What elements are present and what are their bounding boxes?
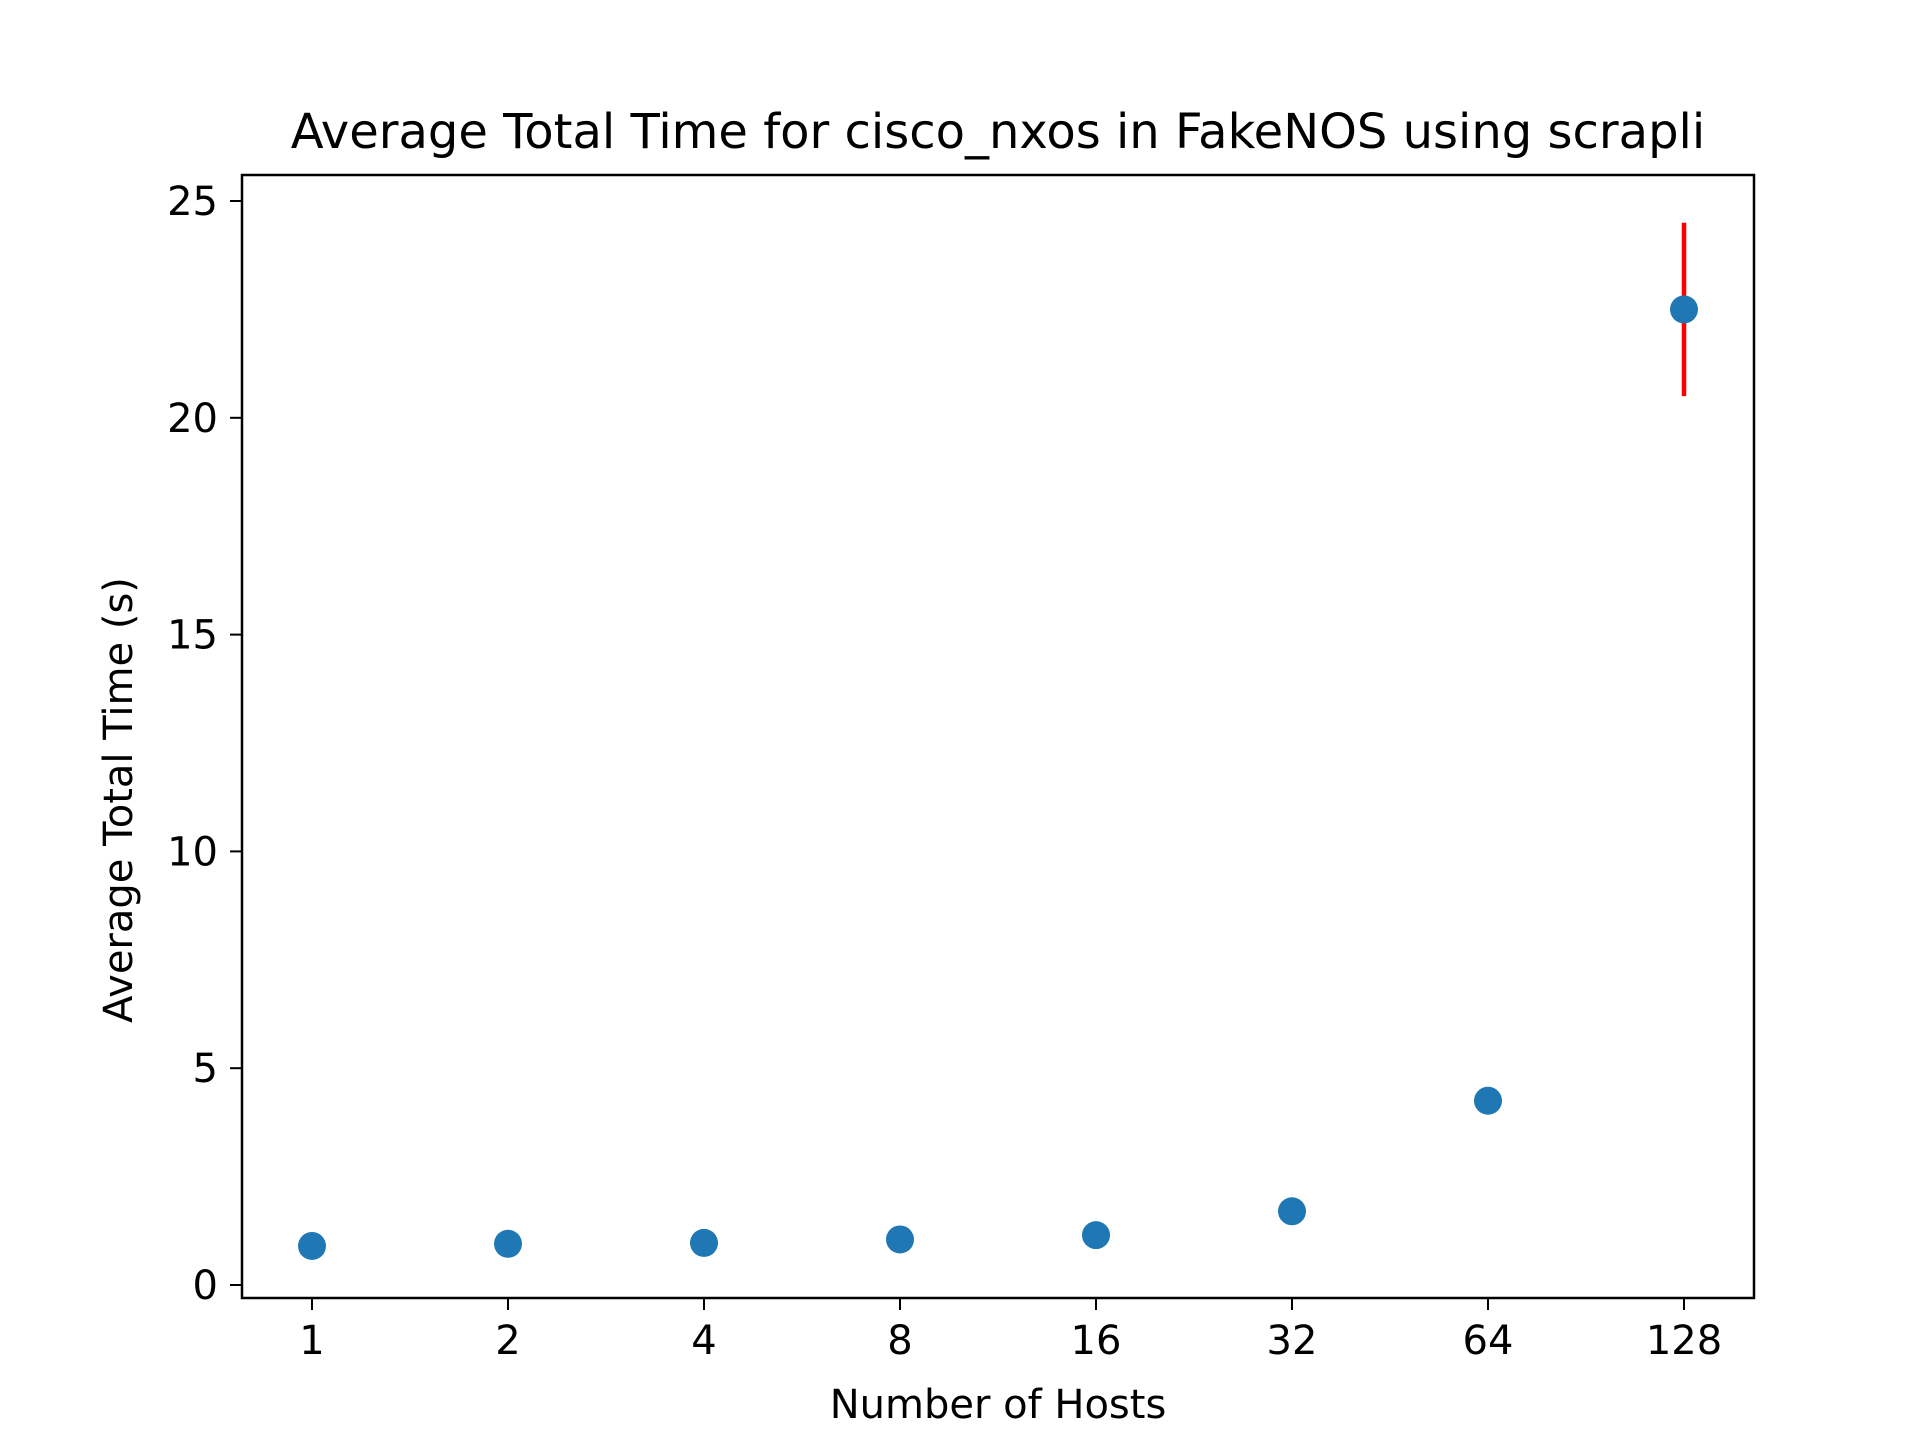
y-axis-ticks: 0 5 10 15 20 25 — [167, 179, 242, 1309]
x-tick-label: 4 — [691, 1318, 716, 1364]
y-tick-label: 15 — [167, 613, 218, 659]
data-point — [1278, 1197, 1306, 1226]
data-point — [298, 1231, 326, 1260]
x-tick-label: 1 — [299, 1318, 324, 1364]
x-tick-label: 64 — [1463, 1318, 1514, 1364]
data-point — [1082, 1221, 1110, 1250]
y-tick-label: 20 — [167, 396, 218, 442]
data-points — [298, 295, 1698, 1260]
y-tick-label: 5 — [193, 1046, 218, 1092]
y-tick-label: 0 — [193, 1263, 218, 1309]
plot-frame — [240, 173, 1756, 1300]
y-tick-label: 25 — [167, 179, 218, 225]
x-tick-label: 128 — [1646, 1318, 1722, 1364]
data-point — [690, 1228, 718, 1257]
y-tick-label: 10 — [167, 829, 218, 875]
chart-title: Average Total Time for cisco_nxos in Fak… — [291, 104, 1705, 160]
data-point — [1670, 295, 1698, 324]
x-tick-label: 16 — [1071, 1318, 1122, 1364]
x-tick-label: 2 — [495, 1318, 520, 1364]
data-point — [886, 1225, 914, 1254]
x-axis-ticks: 1 2 4 8 16 32 64 128 — [299, 1298, 1722, 1364]
y-axis-label: Average Total Time (s) — [96, 577, 142, 1023]
data-point — [1474, 1086, 1502, 1115]
data-point — [494, 1229, 522, 1258]
x-tick-label: 8 — [887, 1318, 912, 1364]
x-axis-label: Number of Hosts — [830, 1382, 1167, 1428]
x-tick-label: 32 — [1267, 1318, 1318, 1364]
